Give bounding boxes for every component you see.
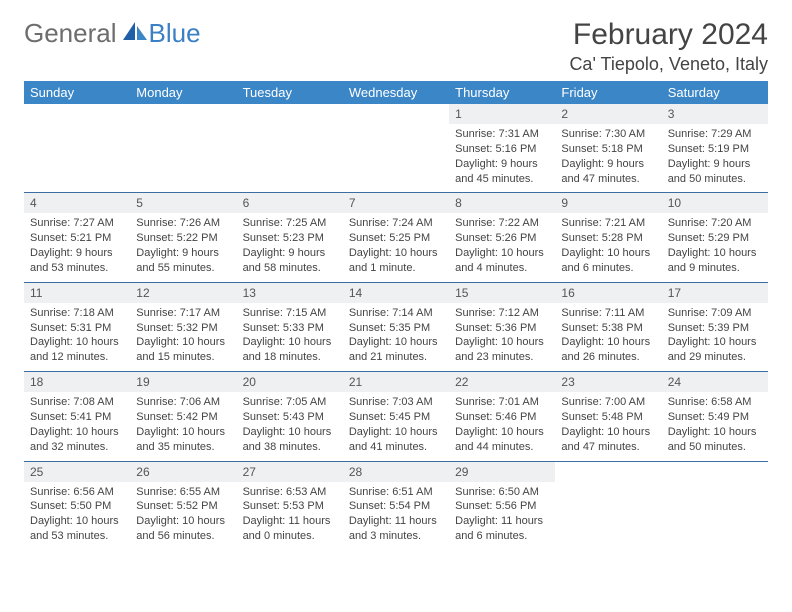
- day-info-cell: Sunrise: 7:24 AMSunset: 5:25 PMDaylight:…: [343, 213, 449, 282]
- brand-word1: General: [24, 18, 117, 49]
- day-info-cell: Sunrise: 7:03 AMSunset: 5:45 PMDaylight:…: [343, 392, 449, 461]
- month-title: February 2024: [569, 18, 768, 52]
- day-number-cell: 12: [130, 282, 236, 303]
- weekday-header: Friday: [555, 81, 661, 104]
- day-number-cell: 8: [449, 193, 555, 214]
- day-number-cell: [130, 104, 236, 124]
- day-number-cell: 5: [130, 193, 236, 214]
- day-number-cell: 3: [662, 104, 768, 124]
- day-number-cell: 20: [237, 372, 343, 393]
- day-info-cell: [555, 482, 661, 550]
- day-number-cell: 17: [662, 282, 768, 303]
- day-info-cell: Sunrise: 7:05 AMSunset: 5:43 PMDaylight:…: [237, 392, 343, 461]
- day-number-cell: 14: [343, 282, 449, 303]
- day-info-row: Sunrise: 7:08 AMSunset: 5:41 PMDaylight:…: [24, 392, 768, 461]
- day-number-cell: [343, 104, 449, 124]
- calendar-table: SundayMondayTuesdayWednesdayThursdayFrid…: [24, 81, 768, 550]
- day-number-cell: 23: [555, 372, 661, 393]
- day-info-cell: Sunrise: 6:51 AMSunset: 5:54 PMDaylight:…: [343, 482, 449, 550]
- day-info-cell: Sunrise: 7:01 AMSunset: 5:46 PMDaylight:…: [449, 392, 555, 461]
- day-number-row: 2526272829: [24, 461, 768, 482]
- day-number-row: 123: [24, 104, 768, 124]
- day-number-cell: 13: [237, 282, 343, 303]
- day-info-cell: Sunrise: 7:21 AMSunset: 5:28 PMDaylight:…: [555, 213, 661, 282]
- day-info-cell: Sunrise: 7:18 AMSunset: 5:31 PMDaylight:…: [24, 303, 130, 372]
- day-number-cell: 10: [662, 193, 768, 214]
- day-info-cell: Sunrise: 6:56 AMSunset: 5:50 PMDaylight:…: [24, 482, 130, 550]
- day-number-cell: 18: [24, 372, 130, 393]
- weekday-header-row: SundayMondayTuesdayWednesdayThursdayFrid…: [24, 81, 768, 104]
- day-number-cell: 29: [449, 461, 555, 482]
- weekday-header: Saturday: [662, 81, 768, 104]
- day-number-cell: 19: [130, 372, 236, 393]
- day-info-row: Sunrise: 7:31 AMSunset: 5:16 PMDaylight:…: [24, 124, 768, 193]
- day-number-cell: 7: [343, 193, 449, 214]
- day-info-cell: Sunrise: 6:58 AMSunset: 5:49 PMDaylight:…: [662, 392, 768, 461]
- day-number-cell: 16: [555, 282, 661, 303]
- weekday-header: Sunday: [24, 81, 130, 104]
- day-info-cell: Sunrise: 7:06 AMSunset: 5:42 PMDaylight:…: [130, 392, 236, 461]
- title-block: February 2024 Ca' Tiepolo, Veneto, Italy: [569, 18, 768, 75]
- day-number-cell: 15: [449, 282, 555, 303]
- day-info-row: Sunrise: 7:18 AMSunset: 5:31 PMDaylight:…: [24, 303, 768, 372]
- day-number-cell: 9: [555, 193, 661, 214]
- brand-sail-icon: [121, 20, 149, 42]
- day-info-cell: Sunrise: 7:09 AMSunset: 5:39 PMDaylight:…: [662, 303, 768, 372]
- brand-word2: Blue: [149, 18, 201, 49]
- day-number-cell: 25: [24, 461, 130, 482]
- day-number-row: 45678910: [24, 193, 768, 214]
- day-info-cell: [237, 124, 343, 193]
- day-info-cell: [24, 124, 130, 193]
- day-info-cell: Sunrise: 6:50 AMSunset: 5:56 PMDaylight:…: [449, 482, 555, 550]
- day-info-cell: Sunrise: 6:55 AMSunset: 5:52 PMDaylight:…: [130, 482, 236, 550]
- day-number-cell: 2: [555, 104, 661, 124]
- day-number-cell: 21: [343, 372, 449, 393]
- day-info-row: Sunrise: 6:56 AMSunset: 5:50 PMDaylight:…: [24, 482, 768, 550]
- day-info-cell: Sunrise: 7:27 AMSunset: 5:21 PMDaylight:…: [24, 213, 130, 282]
- day-info-cell: Sunrise: 7:30 AMSunset: 5:18 PMDaylight:…: [555, 124, 661, 193]
- day-info-cell: Sunrise: 7:14 AMSunset: 5:35 PMDaylight:…: [343, 303, 449, 372]
- day-number-cell: 27: [237, 461, 343, 482]
- day-info-cell: [130, 124, 236, 193]
- day-info-cell: Sunrise: 7:17 AMSunset: 5:32 PMDaylight:…: [130, 303, 236, 372]
- weekday-header: Thursday: [449, 81, 555, 104]
- day-number-row: 11121314151617: [24, 282, 768, 303]
- day-info-cell: Sunrise: 7:31 AMSunset: 5:16 PMDaylight:…: [449, 124, 555, 193]
- day-number-cell: [555, 461, 661, 482]
- day-number-cell: 1: [449, 104, 555, 124]
- day-number-cell: [662, 461, 768, 482]
- header: General Blue February 2024 Ca' Tiepolo, …: [24, 18, 768, 75]
- day-info-cell: Sunrise: 7:29 AMSunset: 5:19 PMDaylight:…: [662, 124, 768, 193]
- day-info-cell: Sunrise: 7:11 AMSunset: 5:38 PMDaylight:…: [555, 303, 661, 372]
- day-info-cell: [662, 482, 768, 550]
- weekday-header: Wednesday: [343, 81, 449, 104]
- day-number-row: 18192021222324: [24, 372, 768, 393]
- location: Ca' Tiepolo, Veneto, Italy: [569, 54, 768, 75]
- weekday-header: Tuesday: [237, 81, 343, 104]
- day-info-cell: Sunrise: 7:25 AMSunset: 5:23 PMDaylight:…: [237, 213, 343, 282]
- day-number-cell: 26: [130, 461, 236, 482]
- day-number-cell: 4: [24, 193, 130, 214]
- day-info-cell: Sunrise: 7:26 AMSunset: 5:22 PMDaylight:…: [130, 213, 236, 282]
- day-info-cell: Sunrise: 7:15 AMSunset: 5:33 PMDaylight:…: [237, 303, 343, 372]
- day-number-cell: [24, 104, 130, 124]
- day-number-cell: 6: [237, 193, 343, 214]
- day-info-cell: Sunrise: 6:53 AMSunset: 5:53 PMDaylight:…: [237, 482, 343, 550]
- day-info-cell: [343, 124, 449, 193]
- day-number-cell: 11: [24, 282, 130, 303]
- day-info-cell: Sunrise: 7:22 AMSunset: 5:26 PMDaylight:…: [449, 213, 555, 282]
- day-number-cell: 22: [449, 372, 555, 393]
- day-info-cell: Sunrise: 7:20 AMSunset: 5:29 PMDaylight:…: [662, 213, 768, 282]
- day-info-row: Sunrise: 7:27 AMSunset: 5:21 PMDaylight:…: [24, 213, 768, 282]
- day-number-cell: 24: [662, 372, 768, 393]
- brand-logo: General Blue: [24, 18, 201, 49]
- day-info-cell: Sunrise: 7:00 AMSunset: 5:48 PMDaylight:…: [555, 392, 661, 461]
- day-info-cell: Sunrise: 7:12 AMSunset: 5:36 PMDaylight:…: [449, 303, 555, 372]
- weekday-header: Monday: [130, 81, 236, 104]
- day-info-cell: Sunrise: 7:08 AMSunset: 5:41 PMDaylight:…: [24, 392, 130, 461]
- day-number-cell: [237, 104, 343, 124]
- day-number-cell: 28: [343, 461, 449, 482]
